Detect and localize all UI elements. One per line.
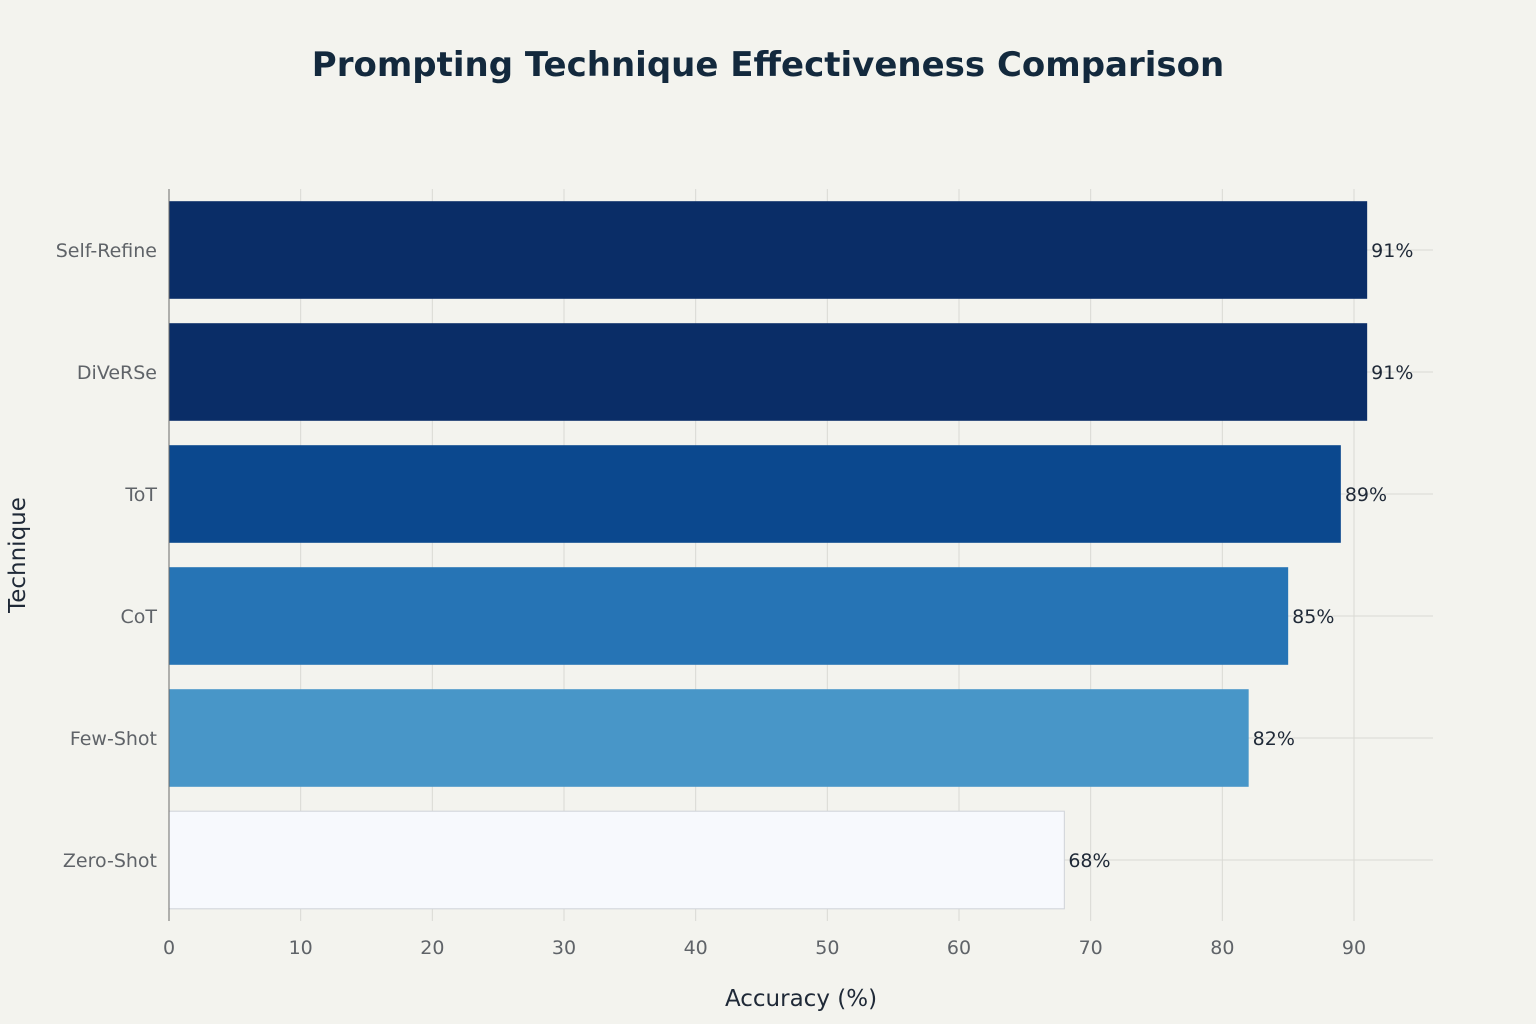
y-tick-label: Few-Shot: [70, 728, 157, 750]
bar: [169, 323, 1368, 421]
x-tick-label: 40: [684, 937, 708, 959]
bar-value-label: 89%: [1345, 484, 1387, 506]
axes: 0 10 20 30 40 50 60 70 80 90 Self-Refine DiVeRSe ToT…: [56, 189, 1366, 959]
x-tick-label: 60: [947, 937, 971, 959]
y-tick-label: Zero-Shot: [63, 850, 157, 872]
x-tick-label: 30: [552, 937, 576, 959]
y-axis-title: Technique: [5, 497, 31, 614]
x-axis-title: Accuracy (%): [725, 986, 877, 1012]
x-tick-label: 10: [289, 937, 313, 959]
bar-value-label: 82%: [1253, 728, 1295, 750]
bar-value-label: 91%: [1371, 362, 1413, 384]
bar: [168, 810, 1065, 910]
bar: [169, 445, 1341, 543]
data-labels: 91% 91% 89% 85% 82% 68%: [1068, 240, 1413, 872]
x-tick-label: 0: [163, 937, 175, 959]
bar: [169, 567, 1289, 665]
chart-title: Prompting Technique Effectiveness Compar…: [312, 45, 1224, 85]
y-tick-label: DiVeRSe: [77, 362, 157, 384]
bar-value-label: 91%: [1371, 240, 1413, 262]
x-tick-label: 70: [1079, 937, 1103, 959]
bar: [169, 201, 1368, 299]
y-tick-label: CoT: [121, 606, 158, 628]
x-tick-label: 50: [815, 937, 839, 959]
bars: [168, 201, 1368, 910]
bar: [169, 689, 1249, 787]
x-tick-label: 20: [420, 937, 444, 959]
bar-value-label: 68%: [1068, 850, 1110, 872]
x-tick-label: 80: [1210, 937, 1234, 959]
y-tick-label: Self-Refine: [56, 240, 157, 262]
bar-value-label: 85%: [1292, 606, 1334, 628]
y-tick-label: ToT: [124, 484, 157, 506]
x-tick-label: 90: [1342, 937, 1366, 959]
